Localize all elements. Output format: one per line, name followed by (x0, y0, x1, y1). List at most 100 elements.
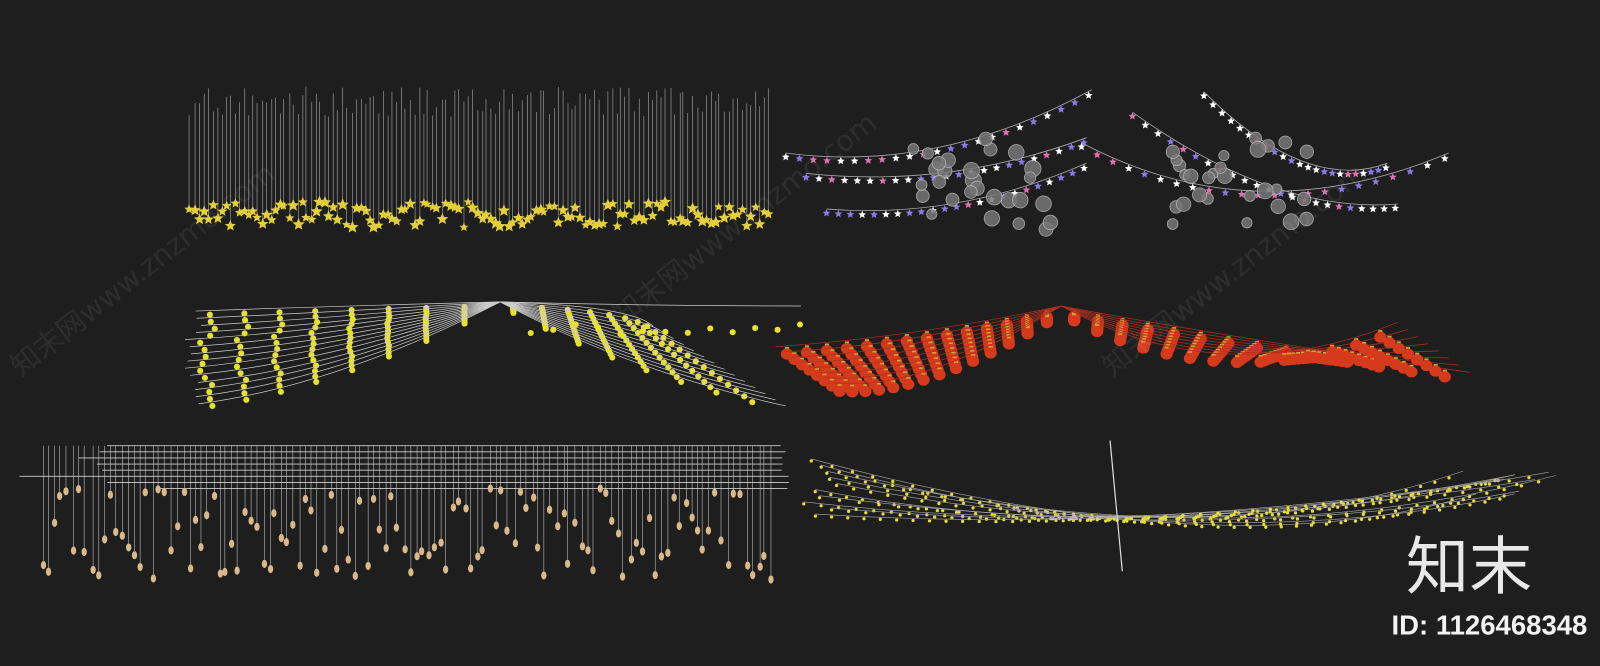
fairy-light (1395, 498, 1399, 502)
string (191, 301, 501, 355)
fairy-light (1295, 521, 1299, 526)
fairy-light (903, 496, 907, 500)
star (1070, 98, 1079, 106)
star (409, 219, 421, 230)
fairy-light (1382, 515, 1386, 519)
bulb (752, 324, 759, 332)
lantern-cap (1142, 335, 1147, 338)
bulb (796, 321, 804, 328)
star (1068, 169, 1077, 177)
star (544, 201, 555, 211)
star (1093, 150, 1101, 159)
string (500, 301, 746, 382)
bulb (276, 309, 283, 316)
lantern-cap (1330, 344, 1335, 347)
star (1236, 124, 1244, 132)
ornament-ball (1202, 171, 1216, 185)
fairy-light (892, 503, 896, 507)
lantern-cap (837, 384, 842, 387)
star (853, 176, 862, 185)
lantern (1183, 352, 1197, 364)
lantern-cap (830, 367, 835, 370)
lantern-cap (792, 352, 797, 355)
hanging-bulb (609, 516, 615, 525)
star (549, 201, 560, 211)
string (500, 301, 674, 339)
star (1057, 105, 1065, 113)
star (612, 221, 623, 231)
fairy-light (1425, 495, 1429, 499)
fairy-light (1061, 519, 1065, 523)
bulb (201, 374, 208, 381)
fairy-light (1370, 498, 1375, 502)
string (499, 301, 766, 395)
bulb (774, 326, 781, 333)
star (485, 213, 497, 224)
lantern-cap (858, 359, 863, 362)
string (816, 305, 1062, 373)
fairy-light (1407, 497, 1411, 502)
star (1288, 193, 1297, 201)
bulb (197, 367, 204, 374)
lantern-cap (1424, 358, 1429, 361)
string (811, 458, 1477, 526)
hanging-bulb (181, 487, 188, 497)
fairy-light (895, 518, 899, 522)
hanging-bulb (254, 522, 260, 531)
lantern-cap (1194, 340, 1199, 343)
fairy-light (1129, 516, 1134, 521)
hanging-bulb (261, 559, 268, 568)
fairy-light (1432, 501, 1437, 505)
star (1270, 148, 1279, 156)
bulb (652, 349, 659, 356)
fairy-light (837, 470, 841, 474)
decor (19, 86, 1556, 584)
hanging-bulb (418, 547, 425, 556)
lantern-cap (817, 356, 822, 359)
star (503, 220, 516, 232)
lantern-cap (864, 339, 869, 342)
star (1043, 111, 1052, 120)
star (840, 176, 849, 184)
lantern (1068, 315, 1081, 327)
lantern-cap (1350, 351, 1355, 354)
star (905, 208, 914, 217)
fairy-light (1461, 490, 1465, 495)
fairy-light (943, 495, 947, 499)
bulb (349, 316, 356, 323)
ornament-ball (1008, 144, 1025, 161)
fairy-light (1279, 525, 1283, 529)
fairy-light (1450, 498, 1454, 502)
fairy-light (905, 492, 909, 496)
star (1030, 154, 1038, 163)
lantern-cap (887, 342, 892, 345)
fairy-light (857, 500, 861, 505)
ornament-ball (1256, 182, 1274, 200)
lantern-cap (1378, 330, 1383, 333)
bulb (346, 339, 353, 346)
lantern-cap (807, 362, 812, 365)
star (1312, 198, 1320, 207)
bulb (634, 329, 642, 336)
lantern-cap (897, 359, 902, 362)
fairy-light (1345, 514, 1349, 518)
ornament-ball (964, 185, 978, 199)
bulb (572, 321, 579, 328)
lantern-cap (1165, 344, 1170, 347)
lantern-cap (1170, 329, 1175, 332)
lantern (1254, 356, 1267, 368)
fairy-light (944, 519, 948, 523)
lantern (1230, 356, 1244, 369)
star (530, 204, 543, 216)
bulb (542, 325, 549, 332)
hanging-bulb (302, 494, 309, 504)
fairy-light (924, 507, 929, 511)
string (500, 301, 802, 307)
fairy-light (1437, 508, 1442, 512)
lantern-cap (876, 356, 881, 359)
bulb (348, 357, 355, 364)
lantern-cap (1044, 315, 1050, 318)
fairy-light (1415, 503, 1419, 508)
fairy-light (1260, 513, 1264, 518)
lantern-cap (1370, 357, 1375, 360)
